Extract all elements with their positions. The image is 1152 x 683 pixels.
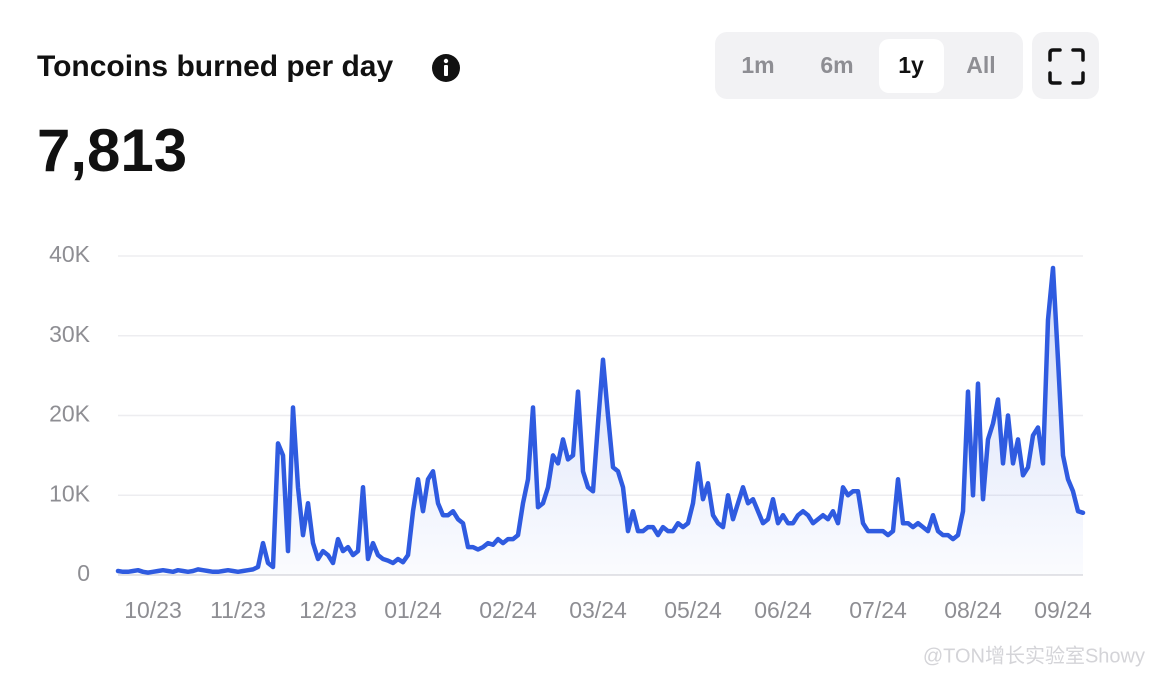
- y-tick-label: 20K: [49, 401, 91, 427]
- y-tick-label: 0: [77, 560, 90, 586]
- x-tick-label: 10/23: [124, 597, 182, 623]
- x-tick-label: 12/23: [299, 597, 357, 623]
- range-button-selected[interactable]: [879, 39, 944, 93]
- chart-title: Toncoins burned per day: [37, 50, 393, 83]
- x-tick-label: 03/24: [569, 597, 627, 623]
- x-tick-label: 05/24: [664, 597, 722, 623]
- x-tick-label: 11/23: [210, 597, 266, 623]
- x-tick-label: 02/24: [479, 597, 537, 623]
- x-tick-label: 07/24: [849, 597, 907, 623]
- range-selector: [715, 32, 1023, 99]
- x-tick-label: 01/24: [384, 597, 442, 623]
- x-tick-label: 09/24: [1034, 597, 1092, 623]
- x-tick-label: 06/24: [754, 597, 812, 623]
- x-tick-label: 08/24: [944, 597, 1002, 623]
- current-value: 7,813: [37, 117, 187, 184]
- fullscreen-button[interactable]: [1032, 32, 1099, 99]
- range-button[interactable]: 1y: [898, 52, 924, 78]
- y-tick-label: 40K: [49, 241, 91, 267]
- y-tick-label: 10K: [49, 480, 91, 506]
- data-line: [115, 265, 1086, 575]
- watermark: @TON增长实验室Showy: [923, 644, 1145, 667]
- range-button[interactable]: All: [966, 52, 995, 78]
- range-button[interactable]: 6m: [820, 52, 853, 78]
- range-button[interactable]: 1m: [741, 52, 774, 78]
- info-icon[interactable]: [432, 54, 460, 82]
- y-tick-label: 30K: [49, 321, 91, 347]
